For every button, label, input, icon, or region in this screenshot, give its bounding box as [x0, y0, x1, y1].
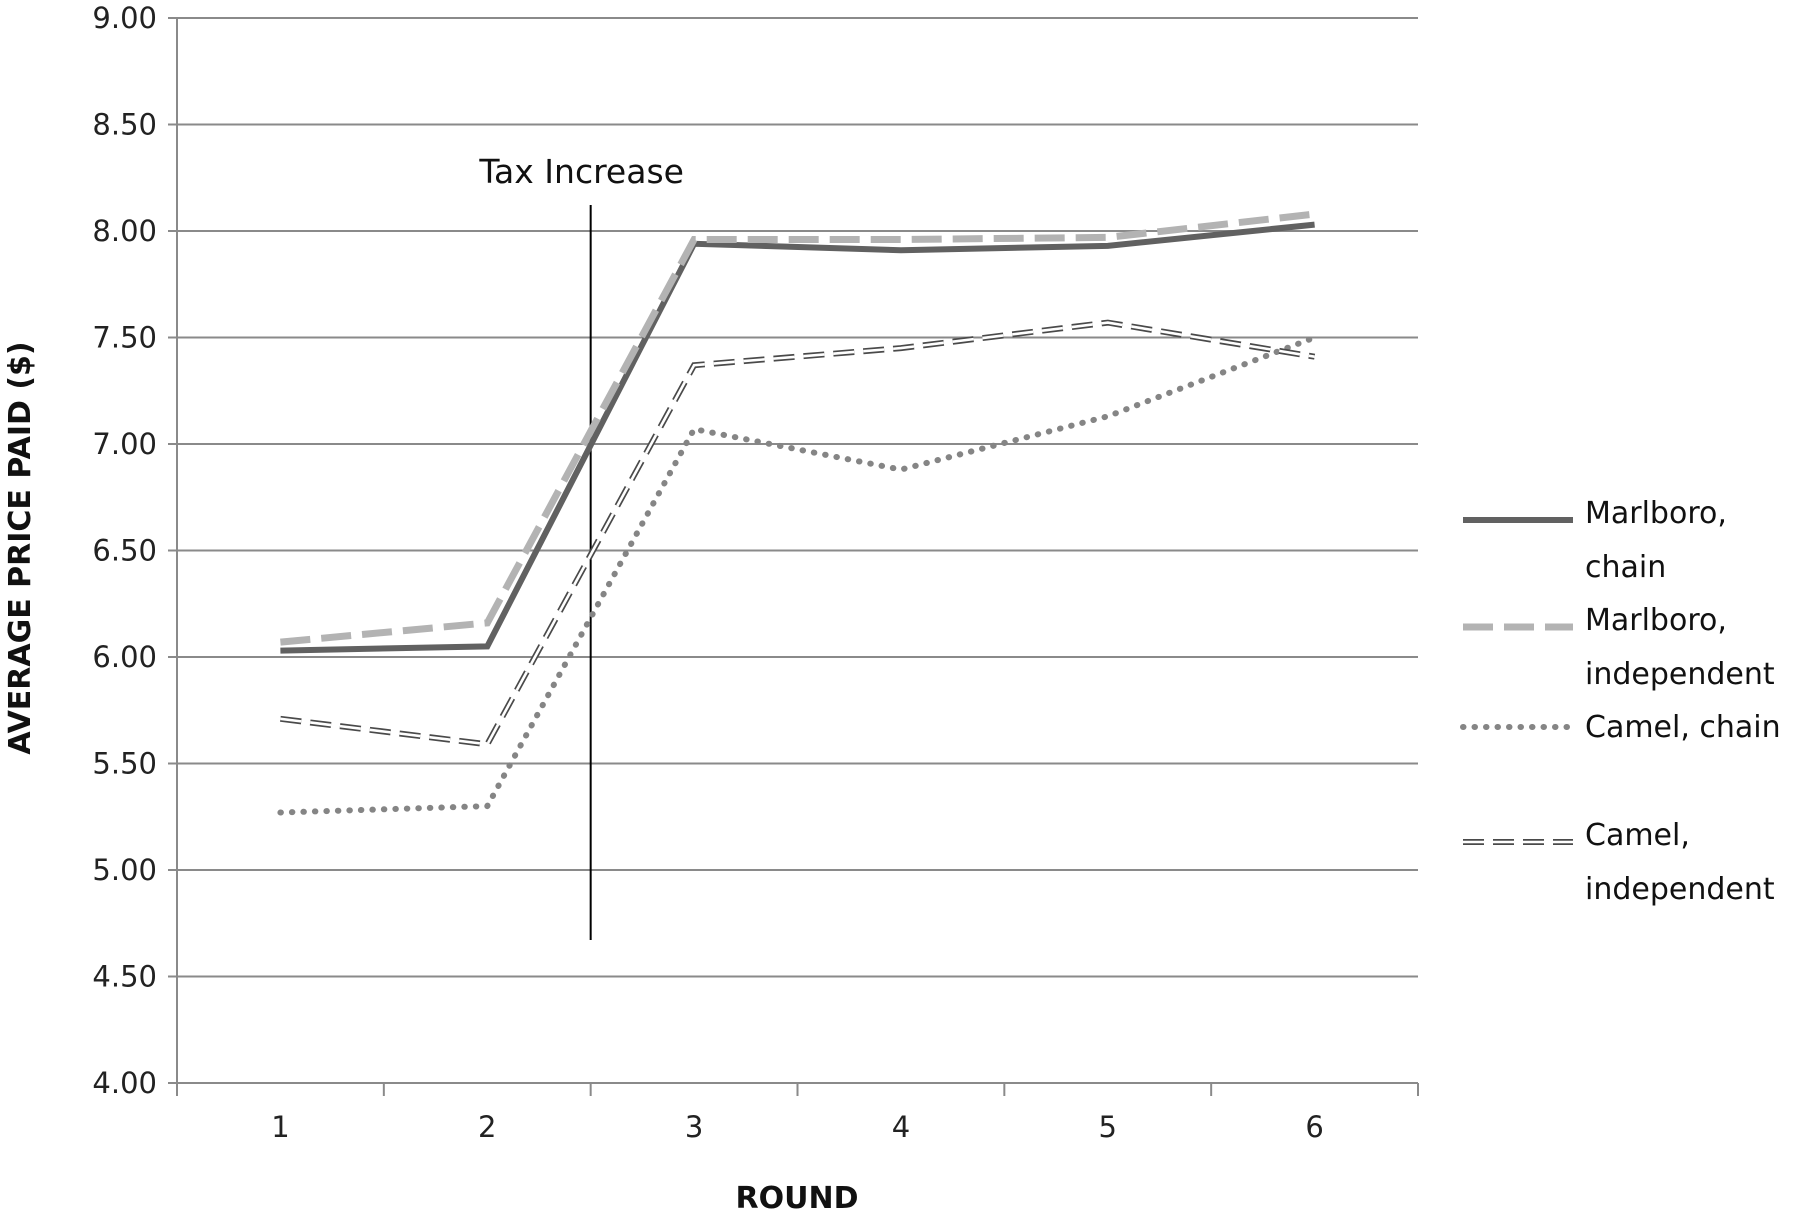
- legend-label: chain: [1585, 550, 1666, 585]
- grid-lines: [177, 17, 1418, 978]
- x-tick-label: 1: [271, 1110, 289, 1144]
- axes: [168, 17, 1419, 1096]
- tax-increase-label: Tax Increase: [478, 152, 684, 191]
- y-tick-label: 5.00: [92, 853, 157, 887]
- legend-item: Marlboro, chain: [1463, 496, 1727, 585]
- y-tick-label: 8.50: [92, 108, 157, 142]
- y-tick-label: 4.00: [92, 1066, 157, 1100]
- legend: Marlboro,chainMarlboro,independentCamel,…: [1460, 496, 1781, 907]
- x-tick-labels: 1 2 3 4 5 6: [271, 1110, 1324, 1144]
- y-tick-labels: 4.00 4.50 5.00 5.50 6.00 6.50 7.00 7.50 8.00 8.50…: [92, 1, 157, 1100]
- x-tick-label: 6: [1305, 1110, 1323, 1144]
- legend-item: Marlboro, independent: [1463, 603, 1775, 692]
- series-line: [280, 319, 1316, 748]
- y-tick-label: 5.50: [92, 747, 157, 781]
- y-tick-label: 7.00: [92, 427, 157, 461]
- x-tick-label: 4: [892, 1110, 910, 1144]
- x-tick-label: 3: [685, 1110, 703, 1144]
- x-tick-label: 5: [1099, 1110, 1117, 1144]
- series-line: [280, 221, 1315, 654]
- tax-increase-annotation: Tax Increase: [478, 152, 684, 940]
- series-line: [280, 210, 1318, 646]
- y-tick-label: 9.00: [92, 1, 157, 35]
- legend-label: Camel,: [1585, 818, 1690, 853]
- data-point: [1312, 211, 1318, 217]
- legend-label: independent: [1585, 657, 1775, 692]
- legend-item: Camel, independent: [1463, 818, 1775, 907]
- legend-label: Marlboro,: [1585, 496, 1727, 531]
- y-tick-label: 6.50: [92, 534, 157, 568]
- legend-label: Camel, chain: [1585, 710, 1781, 745]
- y-axis-title: AVERAGE PRICE PAID ($): [3, 341, 38, 754]
- legend-item: Camel, chain: [1460, 710, 1781, 745]
- y-tick-label: 8.00: [92, 214, 157, 248]
- series-line: [277, 334, 1318, 816]
- legend-label: independent: [1585, 872, 1775, 907]
- x-axis-title: ROUND: [736, 1181, 859, 1215]
- y-tick-label: 7.50: [92, 321, 157, 355]
- x-tick-label: 2: [478, 1110, 496, 1144]
- legend-label: Marlboro,: [1585, 603, 1727, 638]
- y-tick-label: 6.00: [92, 640, 157, 674]
- series-lines: [277, 210, 1318, 816]
- y-tick-label: 4.50: [92, 960, 157, 994]
